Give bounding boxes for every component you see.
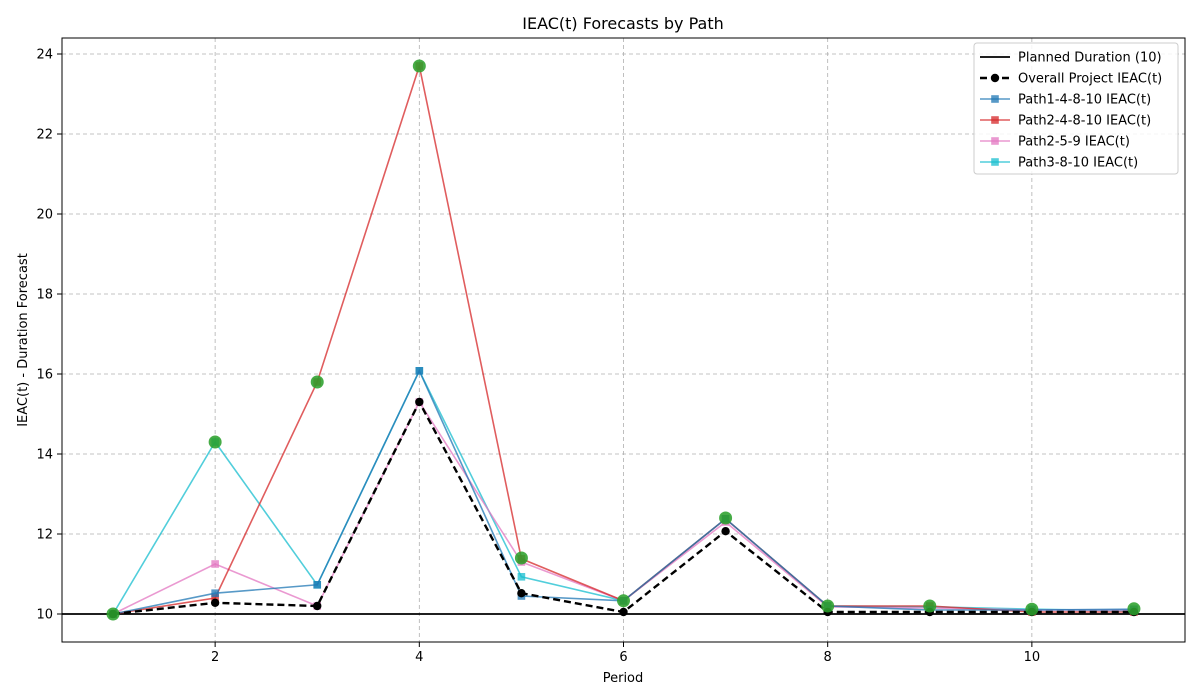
x-tick-label: 10 (1024, 650, 1041, 665)
max-forecast-marker (821, 599, 835, 613)
y-tick-label: 18 (36, 288, 53, 303)
overall-project-marker (619, 607, 628, 617)
legend-label: Planned Duration (10) (1018, 51, 1162, 66)
y-tick-label: 16 (36, 368, 53, 383)
legend-label: Path2-4-8-10 IEAC(t) (1018, 114, 1151, 129)
x-tick-label: 6 (619, 650, 627, 665)
max-forecast-marker (106, 607, 120, 621)
y-tick-label: 20 (36, 208, 53, 223)
y-tick-label: 22 (36, 128, 53, 143)
max-forecast-marker (923, 599, 937, 613)
chart-title: IEAC(t) Forecasts by Path (522, 14, 724, 33)
overall-project-marker (415, 397, 424, 407)
legend-label: Path1-4-8-10 IEAC(t) (1018, 93, 1151, 108)
x-tick-label: 8 (824, 650, 832, 665)
max-forecast-marker (208, 435, 222, 449)
legend-box (973, 42, 1179, 175)
y-tick-label: 12 (36, 528, 53, 543)
y-tick-label: 10 (36, 608, 53, 623)
legend-marker (991, 158, 999, 166)
overall-project-marker (313, 601, 322, 611)
y-tick-label: 14 (36, 448, 53, 463)
legend-marker (991, 137, 999, 145)
y-tick-label: 24 (36, 48, 53, 63)
max-forecast-marker (310, 375, 324, 389)
series-marker (415, 367, 424, 375)
x-tick-label: 4 (415, 650, 423, 665)
x-tick-label: 2 (211, 650, 219, 665)
max-forecast-marker (1127, 602, 1141, 616)
max-forecast-marker (1025, 602, 1039, 616)
plot-series (62, 59, 1185, 621)
max-forecast-marker (514, 551, 528, 565)
legend-marker (990, 73, 1000, 83)
legend: Planned Duration (10) Overall Project IEA… (973, 42, 1179, 175)
overall-project-marker (721, 527, 730, 536)
max-forecast-marker (412, 59, 426, 73)
x-axis-label: Period (603, 671, 644, 686)
max-forecast-marker (617, 594, 630, 608)
series-marker (313, 581, 322, 589)
series-marker (211, 589, 219, 597)
series-marker (517, 573, 526, 581)
series-marker (211, 594, 219, 602)
legend-label: Path3-8-10 IEAC(t) (1018, 156, 1138, 171)
legend-marker (991, 116, 999, 124)
overall-project-marker (517, 589, 526, 598)
series-marker (211, 560, 219, 568)
overall-project-marker (210, 598, 220, 607)
legend-label: Overall Project IEAC(t) (1018, 72, 1162, 87)
max-forecast-marker (719, 511, 733, 525)
legend-marker (991, 95, 999, 103)
legend-label: Path2-5-9 IEAC(t) (1018, 135, 1130, 150)
y-axis-label: IEAC(t) - Duration Forecast (16, 253, 31, 427)
